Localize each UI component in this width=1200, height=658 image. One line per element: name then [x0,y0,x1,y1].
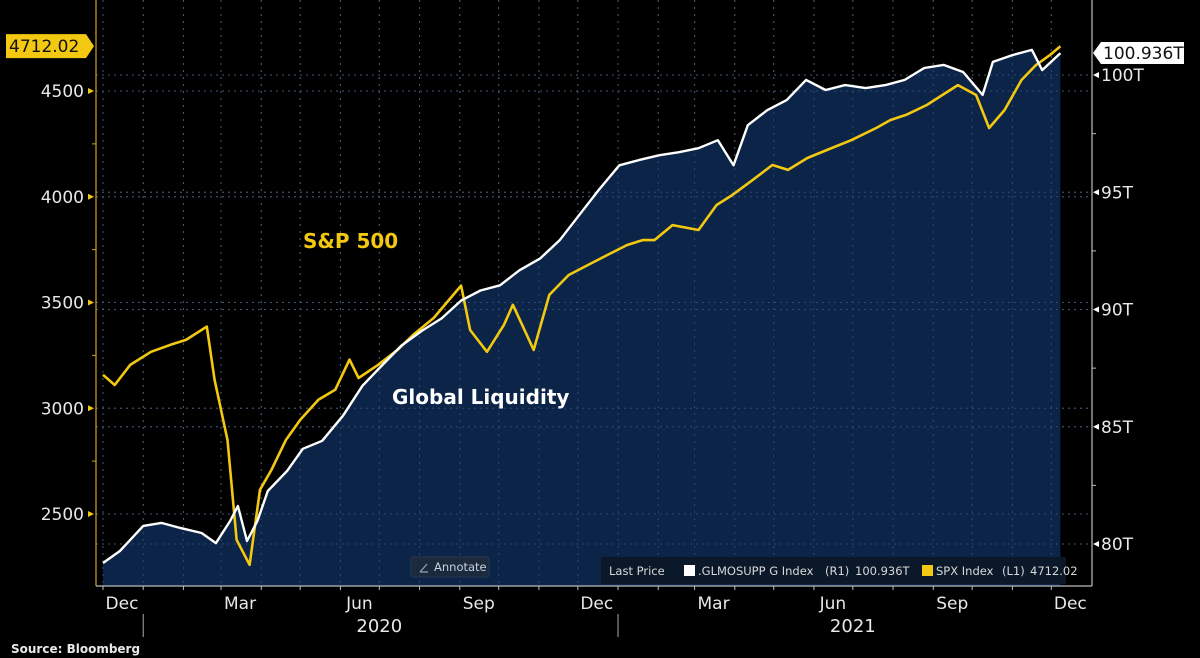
y-left-tick-marker [88,405,94,412]
legend-item-spx-name: SPX Index [936,564,994,578]
y-left-tick-label: 3000 [41,399,84,419]
y-right-tick-label: 80T [1101,535,1134,555]
x-tick-label: Mar [224,594,256,614]
y-left-tick-marker [88,88,94,94]
x-ticks: Dec Mar Jun Sep Dec Mar Jun Sep Dec [102,586,1087,637]
y-right-tick-marker [1093,189,1099,196]
liquidity-area-fill [103,49,1061,586]
pencil-icon [419,563,428,573]
legend-swatch-liquidity [684,565,695,576]
x-tick-label: Dec [580,594,613,614]
y-left-tick-marker [88,299,94,306]
year-label: 2021 [830,616,876,637]
series-line-spx [102,45,1062,567]
series-line-liquidity [102,48,1062,564]
last-value-tag-right-text: 100.936T [1103,44,1184,64]
x-tick-label: Jun [345,594,373,614]
annotation-sp500: S&P 500 [303,229,398,253]
x-tick-label: Mar [698,594,730,614]
y-left-tick-label: 2500 [41,505,84,525]
legend-item-spx-last: 4712.02 [1030,564,1078,578]
annotate-label: Annotate [434,560,487,574]
year-label: 2020 [356,616,402,637]
x-tick-label: Dec [106,594,139,614]
source-note: Source: Bloomberg [11,642,140,656]
last-value-tag-left-bg [6,34,94,59]
y-left-tick-label: 4000 [41,188,84,208]
legend-item-spx-axis: (L1) [1002,564,1025,578]
legend-prefix: Last Price [609,564,665,578]
x-tick-label: Jun [819,594,847,614]
y-right-tick-marker [1093,306,1099,313]
y-right-tick-marker [1093,423,1099,430]
y-right-tick-label: 100T [1101,66,1144,86]
y-left-tick-marker [88,193,94,200]
last-value-tag-right: 100.936T [1093,42,1184,65]
y-right-ticks: 80T 85T 90T 95T 100T [1092,66,1144,555]
y-left-ticks: 2500 3000 3500 4000 4500 [41,82,96,525]
legend-item-liquidity-axis: (R1) [825,564,849,578]
legend-item-liquidity-name: .GLMOSUPP G Index [698,564,814,578]
year-labels: 2020 2021 [356,616,875,637]
y-left-tick-marker [88,511,94,517]
last-value-tag-right-bg [1093,42,1184,65]
x-tick-label: Sep [463,594,495,614]
annotate-button[interactable]: Annotate [410,556,490,578]
legend-swatch-spx [922,565,933,576]
y-right-tick-label: 95T [1101,183,1134,203]
y-right-tick-marker [1093,541,1099,547]
x-tick-label: Dec [1054,594,1087,614]
y-right-tick-marker [1093,72,1099,78]
x-tick-label: Sep [936,594,968,614]
last-value-tag-left: 4712.02 [6,34,94,59]
y-right-tick-label: 85T [1101,418,1134,438]
y-left-tick-label: 4500 [41,82,84,102]
legend: Last Price .GLMOSUPP G Index (R1) 100.93… [601,557,1078,584]
y-right-tick-label: 90T [1101,301,1134,321]
annotation-global-liquidity: Global Liquidity [392,385,569,409]
last-value-tag-left-text: 4712.02 [9,37,79,57]
legend-item-liquidity-last: 100.936T [855,564,911,578]
y-left-tick-label: 3500 [41,294,84,314]
